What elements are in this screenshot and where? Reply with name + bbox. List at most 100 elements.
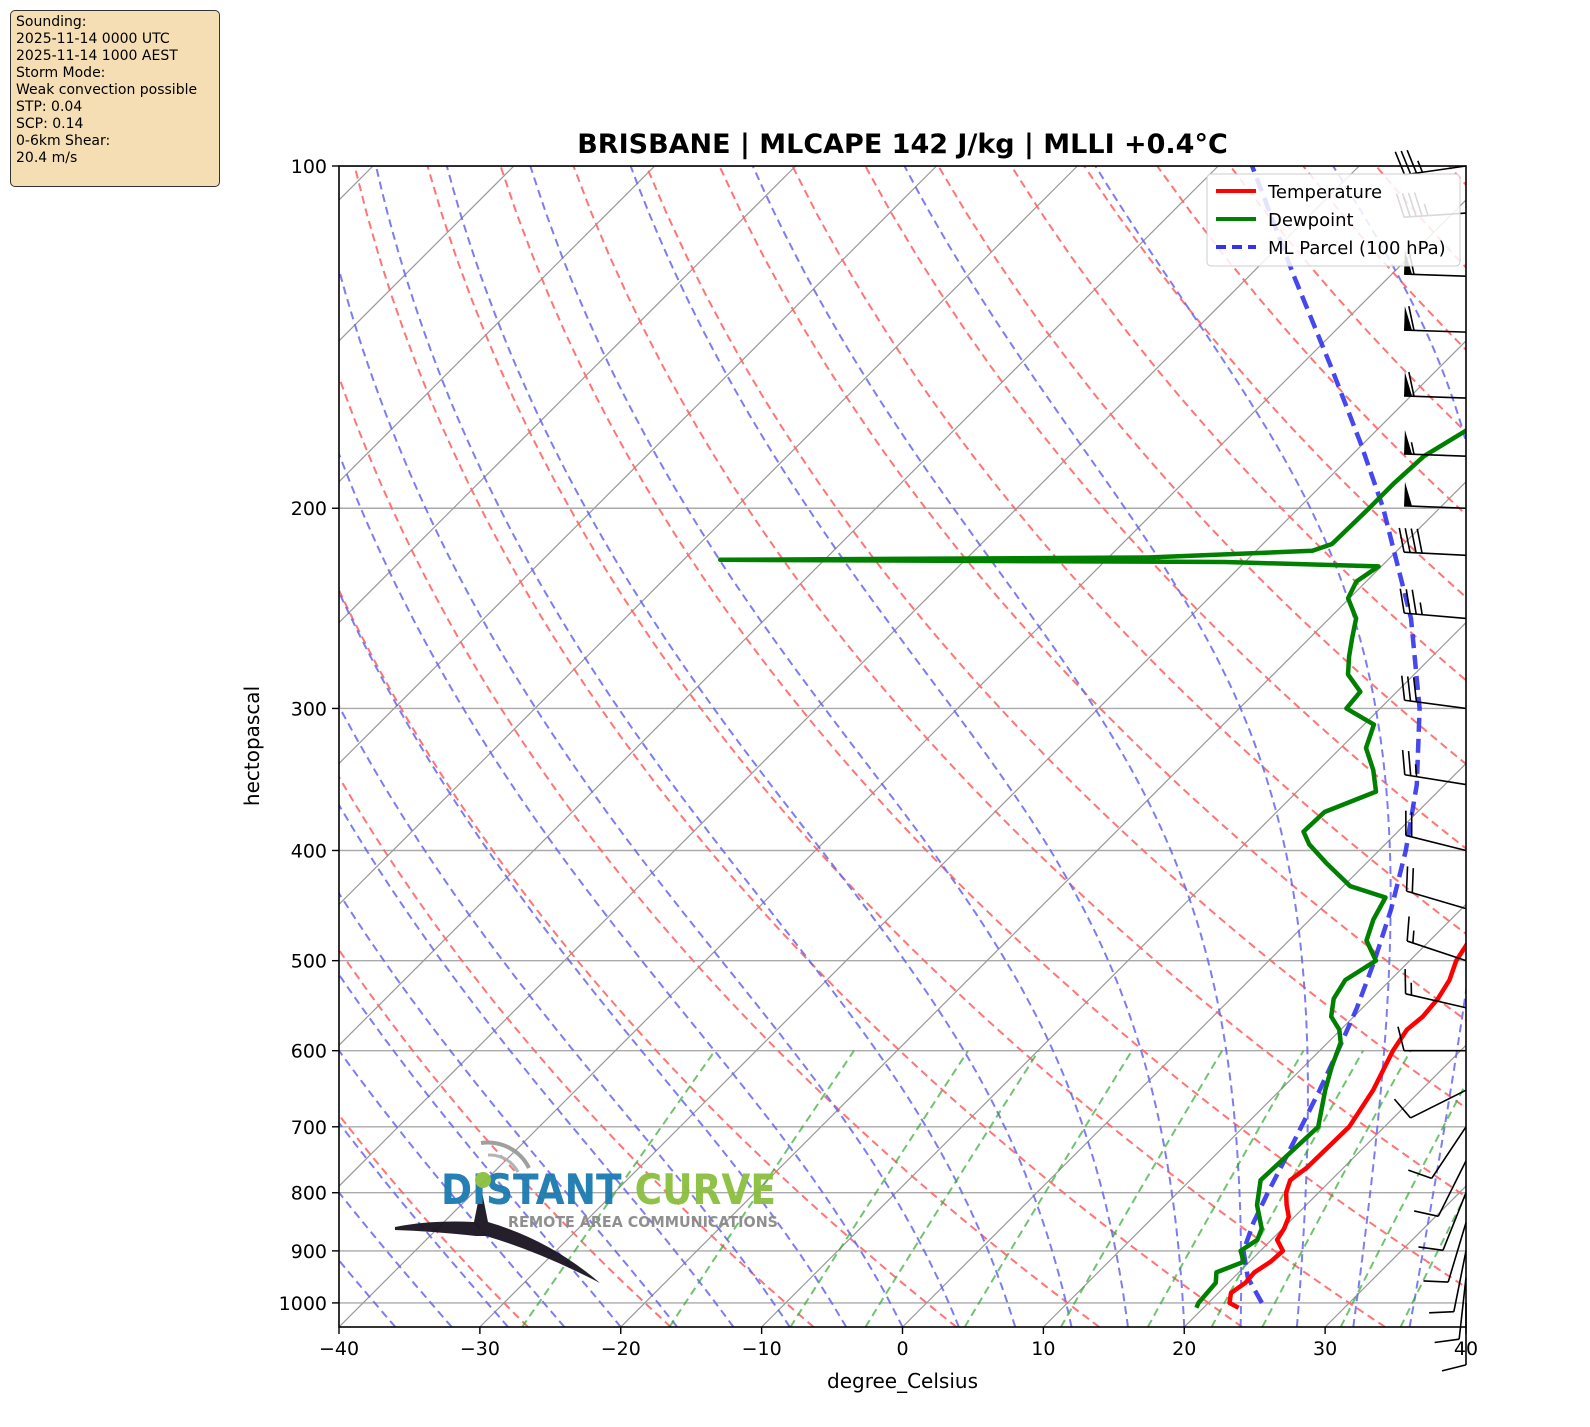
barb-full (1413, 1210, 1439, 1218)
barb-full (1399, 588, 1406, 614)
barb-full (1393, 1098, 1412, 1119)
isotherm-line (1042, 903, 1466, 1327)
legend-label-ml-parcel: ML Parcel (100 hPa) (1268, 238, 1446, 259)
mixing-ratio-line (1399, 1192, 1466, 1327)
barb-full (1434, 1338, 1460, 1344)
isotherm-line (1465, 1326, 1466, 1327)
logo-tower-icon (395, 1187, 600, 1283)
barb-half (1412, 930, 1415, 944)
info-line: STP: 0.04 (16, 99, 83, 115)
info-line: 2025-11-14 0000 UTC (16, 31, 170, 47)
skewed-isotherms (339, 166, 1466, 1327)
barb-staff (1430, 1126, 1467, 1179)
dry-adiabat (1156, 166, 1466, 516)
moist-adiabat (339, 891, 678, 1327)
mixing-ratio-line (1339, 1081, 1466, 1327)
x-tick-label: 40 (1454, 1338, 1478, 1360)
wind-barb (1418, 1192, 1467, 1252)
temperature-line (1227, 941, 1466, 1310)
dry-adiabat (339, 374, 1100, 1327)
legend-box (1206, 173, 1461, 267)
barb-full (1423, 1280, 1449, 1283)
barb-staff (1447, 1222, 1467, 1283)
y-tick-label: 100 (291, 156, 327, 178)
barb-staff (1404, 395, 1467, 399)
info-line: 0-6km Shear: (16, 133, 111, 149)
dry-adiabat (426, 166, 1386, 1327)
wind-barb (1434, 1277, 1467, 1344)
barb-full (1398, 527, 1405, 553)
barb-full (1400, 675, 1406, 701)
x-axis-ticks: −40 −30 −20 −10 0 10 20 30 40 (319, 1327, 1478, 1360)
legend-label-dewpoint: Dewpoint (1268, 210, 1354, 231)
moist-adiabat (529, 166, 1129, 1327)
y-tick-label: 300 (291, 698, 327, 720)
x-tick-label: −30 (460, 1338, 500, 1360)
x-tick-label: 0 (896, 1338, 908, 1360)
barb-staff (1406, 890, 1467, 910)
moist-adiabats (339, 166, 1466, 1327)
barb-staff (1437, 1160, 1467, 1217)
barb-staff (1404, 773, 1467, 786)
barb-staff (1404, 165, 1467, 176)
y-tick-label: 200 (291, 498, 327, 520)
barb-staff (1453, 1250, 1467, 1312)
chart-legend: Temperature Dewpoint ML Parcel (100 hPa) (1206, 173, 1461, 267)
y-tick-label: 700 (291, 1117, 327, 1139)
mixing-ratio-line (1146, 1050, 1305, 1327)
moist-adiabat (339, 972, 622, 1327)
isobar-gridlines (339, 166, 1466, 1304)
wind-barb (1406, 916, 1467, 962)
moist-adiabat (339, 589, 848, 1327)
logo-wordmark: DISTANT CURVE (441, 1165, 776, 1214)
y-tick-label: 600 (291, 1041, 327, 1063)
wind-barb (1408, 1126, 1467, 1180)
barb-half (1410, 442, 1415, 455)
wind-barb (1393, 1089, 1467, 1119)
mixing-ratio-line (1261, 1050, 1412, 1327)
y-tick-label: 800 (291, 1183, 327, 1205)
info-line: 2025-11-14 1000 AEST (16, 48, 178, 64)
dry-adiabat (353, 166, 1243, 1327)
moist-adiabat (1332, 166, 1466, 1327)
barb-pennant (1404, 429, 1413, 455)
x-tick-label: 20 (1172, 1338, 1196, 1360)
dewpoint-line (717, 428, 1466, 1309)
moist-adiabat (339, 704, 791, 1327)
barb-full (1406, 149, 1418, 174)
logo-tagline: REMOTE AREA COMMUNICATIONS (508, 1213, 778, 1231)
moist-adiabat (445, 166, 1073, 1327)
isotherm-line (339, 166, 1219, 1047)
barb-pennant (1404, 481, 1413, 507)
dry-adiabat (864, 166, 1466, 850)
isotherm-line (1183, 1044, 1466, 1327)
wind-barb (1398, 527, 1467, 557)
x-axis-label: degree_Celsius (827, 1369, 978, 1393)
info-line: Storm Mode: (16, 65, 106, 81)
isotherm-line (339, 166, 656, 483)
dry-adiabat (339, 1113, 529, 1327)
logo-dot-icon (475, 1172, 491, 1188)
barb-full (1408, 1169, 1432, 1180)
barb-full (1411, 589, 1417, 615)
legend-label-temperature: Temperature (1267, 182, 1382, 203)
info-line: SCP: 0.14 (16, 116, 84, 132)
isotherm-line (902, 762, 1466, 1327)
wind-barb (1404, 429, 1467, 458)
barb-staff (1442, 1192, 1467, 1251)
barb-staff (1404, 612, 1467, 620)
barb-full (1394, 151, 1406, 176)
dry-adiabat (572, 166, 1466, 1199)
moist-adiabat (339, 803, 735, 1327)
mixing-ratio-lines (521, 1050, 1466, 1327)
barb-staff (1458, 1277, 1467, 1340)
wind-barb (1413, 1160, 1467, 1218)
moist-adiabat (375, 166, 1017, 1327)
moist-adiabat (339, 265, 960, 1327)
isotherm-line (339, 166, 937, 765)
barb-full (1401, 750, 1406, 775)
wind-barb (1397, 1026, 1466, 1052)
barb-pennant (1404, 371, 1413, 397)
dry-adiabat (645, 166, 1466, 1110)
barb-full (1400, 150, 1412, 175)
